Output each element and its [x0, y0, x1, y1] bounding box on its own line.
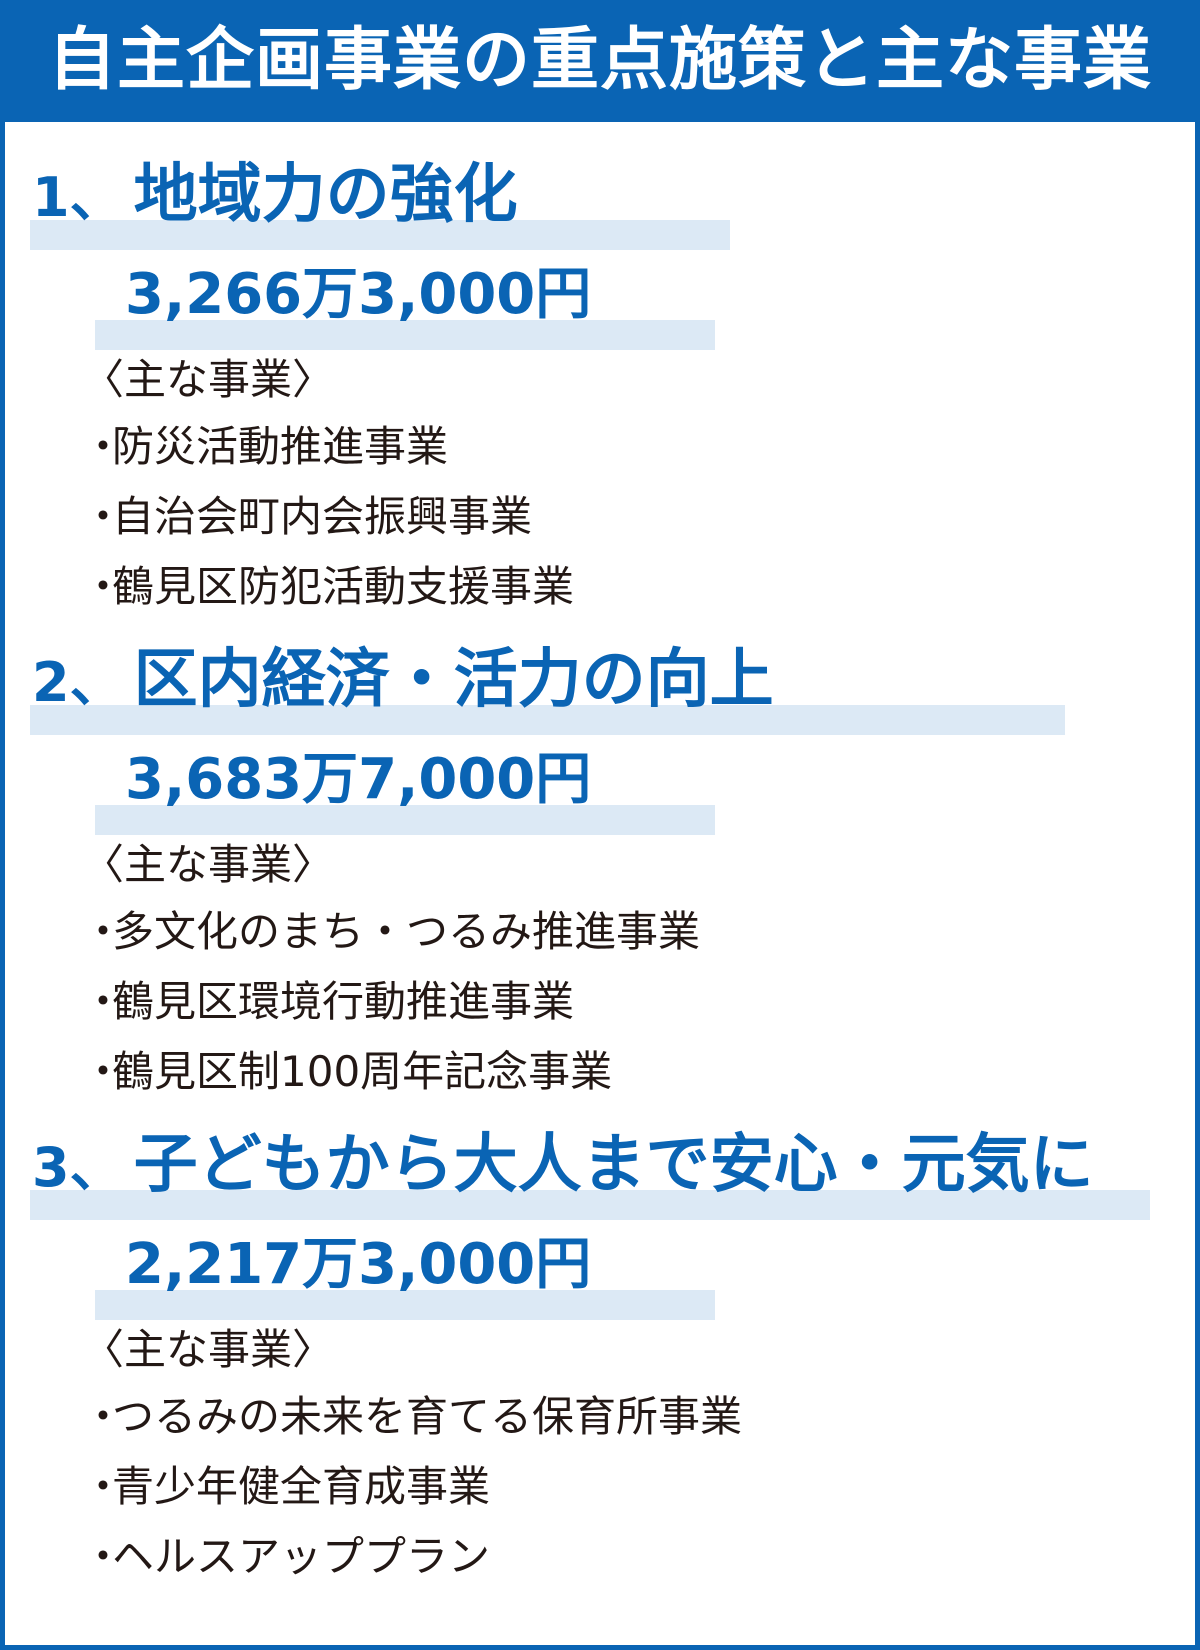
heading-highlight	[30, 1190, 1150, 1220]
section-amount: 3,266万3,000円	[125, 262, 592, 327]
project-name: ヘルスアッププラン	[112, 1532, 491, 1581]
section-3: 3、 子どもから大人まで安心・元気に 2,217万3,000円 〈主な事業〉 ・つ…	[0, 1120, 1200, 1600]
section-title: 地域力の強化	[133, 158, 518, 232]
project-name: 鶴見区制100周年記念事業	[112, 1047, 613, 1096]
project-name: 鶴見区環境行動推進事業	[112, 977, 575, 1026]
list-item: ・つるみの未来を育てる保育所事業	[82, 1382, 742, 1452]
bullet-icon: ・	[82, 492, 125, 541]
bullet-icon: ・	[82, 1462, 125, 1511]
list-item: ・青少年健全育成事業	[82, 1452, 742, 1522]
bullet-icon: ・	[82, 1392, 125, 1441]
project-name: 青少年健全育成事業	[112, 1462, 491, 1511]
section-amount: 3,683万7,000円	[125, 747, 592, 812]
section-amount: 2,217万3,000円	[125, 1232, 592, 1297]
section-title: 子どもから大人まで安心・元気に	[133, 1128, 1094, 1202]
project-name: つるみの未来を育てる保育所事業	[112, 1392, 743, 1441]
section-number: 3、	[32, 1136, 124, 1199]
list-item: ・ヘルスアッププラン	[82, 1522, 742, 1592]
amount-highlight	[95, 805, 715, 835]
bullet-icon: ・	[82, 562, 125, 611]
bullet-icon: ・	[82, 1532, 125, 1581]
amount-highlight	[95, 320, 715, 350]
section-title: 区内経済・活力の向上	[133, 643, 774, 717]
list-item: ・多文化のまち・つるみ推進事業	[82, 897, 700, 967]
bullet-icon: ・	[82, 977, 125, 1026]
list-item: ・防災活動推進事業	[82, 412, 574, 482]
project-list: ・つるみの未来を育てる保育所事業 ・青少年健全育成事業 ・ヘルスアッププラン	[82, 1382, 742, 1592]
section-heading: 1、 地域力の強化	[32, 150, 518, 256]
project-name: 多文化のまち・つるみ推進事業	[112, 907, 701, 956]
bullet-icon: ・	[82, 1047, 125, 1096]
section-number: 2、	[32, 651, 124, 714]
main-projects-label: 〈主な事業〉	[82, 1325, 335, 1374]
heading-highlight	[30, 705, 1065, 735]
amount-highlight	[95, 1290, 715, 1320]
section-heading: 3、 子どもから大人まで安心・元気に	[32, 1120, 1094, 1226]
bullet-icon: ・	[82, 422, 125, 471]
project-list: ・防災活動推進事業 ・自治会町内会振興事業 ・鶴見区防犯活動支援事業	[82, 412, 574, 622]
project-name: 防災活動推進事業	[112, 422, 449, 471]
section-number: 1、	[32, 166, 124, 229]
list-item: ・鶴見区防犯活動支援事業	[82, 552, 574, 622]
list-item: ・鶴見区制100周年記念事業	[82, 1037, 700, 1107]
list-item: ・自治会町内会振興事業	[82, 482, 574, 552]
section-2: 2、 区内経済・活力の向上 3,683万7,000円 〈主な事業〉 ・多文化のまち…	[0, 635, 1200, 1115]
project-list: ・多文化のまち・つるみ推進事業 ・鶴見区環境行動推進事業 ・鶴見区制100周年記…	[82, 897, 700, 1107]
project-name: 鶴見区防犯活動支援事業	[112, 562, 575, 611]
main-projects-label: 〈主な事業〉	[82, 355, 335, 404]
page-title: 自主企画事業の重点施策と主な事業	[47, 21, 1152, 100]
section-1: 1、 地域力の強化 3,266万3,000円 〈主な事業〉 ・防災活動推進事業 ・…	[0, 150, 1200, 630]
list-item: ・鶴見区環境行動推進事業	[82, 967, 700, 1037]
project-name: 自治会町内会振興事業	[112, 492, 533, 541]
main-projects-label: 〈主な事業〉	[82, 840, 335, 889]
heading-highlight	[30, 220, 730, 250]
section-heading: 2、 区内経済・活力の向上	[32, 635, 774, 741]
header-bar: 自主企画事業の重点施策と主な事業	[0, 0, 1200, 122]
bullet-icon: ・	[82, 907, 125, 956]
